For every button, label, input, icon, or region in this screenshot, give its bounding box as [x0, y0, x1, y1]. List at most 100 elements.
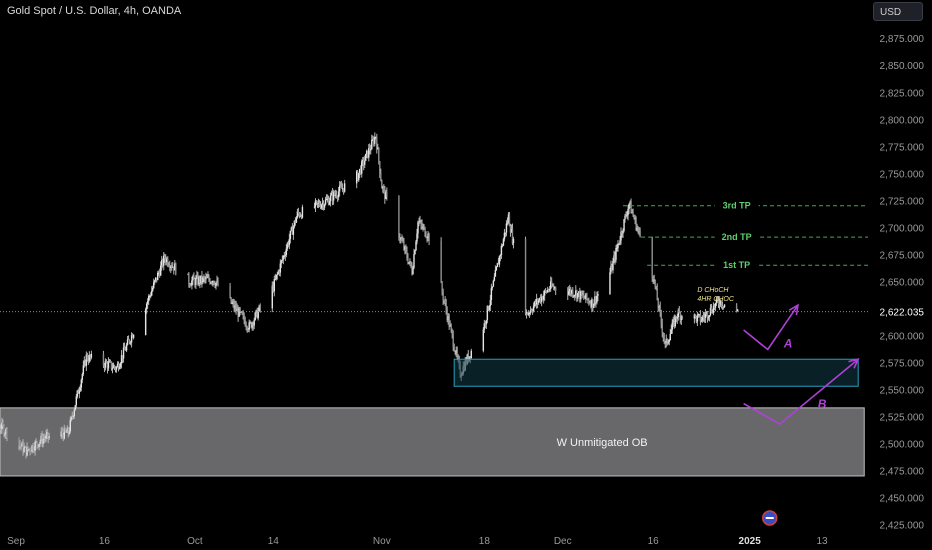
x-tick-label: Nov [373, 536, 391, 547]
candle-body [509, 226, 512, 233]
candle-body [206, 277, 208, 279]
candle-body [240, 311, 242, 313]
candle-body [378, 148, 380, 162]
projection-path [743, 358, 859, 426]
candle-body [66, 427, 68, 433]
candle-body [457, 357, 459, 360]
candle-body [618, 243, 620, 245]
candle-body [123, 347, 126, 350]
candle-body [65, 431, 67, 433]
candle-body [286, 243, 289, 249]
candle-body [33, 450, 35, 452]
tp-label-bg [714, 198, 759, 211]
candle-body [501, 245, 504, 247]
candle-body [291, 227, 294, 235]
candle-body [507, 214, 510, 223]
candle-body [132, 334, 135, 338]
candle-body [193, 276, 195, 280]
candle-body [69, 419, 71, 432]
candle-body [719, 300, 722, 306]
candle-body [626, 215, 628, 217]
candle-body [301, 207, 304, 218]
candle-body [440, 240, 442, 284]
currency-button[interactable]: USD [873, 2, 923, 21]
candle-body [274, 278, 276, 280]
candle-body [320, 204, 323, 208]
candle-body [152, 282, 155, 288]
candle-body [233, 302, 235, 309]
candle-body [293, 220, 296, 227]
candle-body [343, 183, 346, 192]
candle-body [116, 363, 119, 368]
candle-body [48, 436, 50, 438]
candle-body [570, 288, 572, 294]
candle-body [596, 296, 598, 303]
candle-body [504, 232, 507, 234]
candle-body [88, 355, 91, 362]
tp-label: 3rd TP [723, 201, 751, 211]
candle-body [424, 227, 426, 236]
candle-body [283, 255, 286, 257]
candle-body [278, 270, 281, 273]
candle-body [280, 260, 283, 264]
candle-body [252, 322, 254, 326]
candle-body [385, 192, 387, 199]
candle-body [713, 305, 716, 308]
candle-body [670, 329, 672, 334]
candle-body [113, 365, 116, 368]
candle-body [334, 194, 337, 196]
candle-body [441, 283, 443, 293]
candle-body [451, 329, 453, 335]
candle-body [720, 300, 723, 307]
candle-body [103, 364, 106, 368]
candle-body [426, 237, 428, 239]
candle-body [419, 221, 421, 223]
candle-body [535, 299, 538, 305]
candle-body [542, 295, 545, 300]
candle-body [108, 361, 111, 363]
x-tick-label: Sep [7, 536, 25, 547]
candle-body [326, 198, 329, 200]
candle-body [580, 291, 582, 300]
candle-body [628, 203, 630, 210]
candle-body [130, 335, 133, 343]
candle-body [368, 148, 370, 158]
candle-body [410, 261, 412, 267]
y-tick-label: 2,775.000 [880, 142, 925, 153]
candle-body [376, 136, 378, 150]
candle-body [412, 267, 414, 275]
candle-body [591, 299, 593, 308]
candle-body [663, 336, 665, 342]
candle-body [664, 341, 666, 344]
candle-body [105, 361, 108, 364]
candle-body [706, 311, 709, 319]
candle-body [87, 359, 90, 362]
candle-body [127, 339, 130, 341]
candle-body [512, 238, 515, 244]
candle-body [298, 213, 301, 217]
candle-body [338, 185, 341, 192]
candle-body [539, 297, 542, 302]
candle-body [273, 279, 275, 292]
candle-body [250, 322, 252, 328]
candle-body [502, 239, 505, 246]
candle-body [485, 320, 488, 325]
candle-body [403, 242, 405, 250]
candle-body [21, 442, 23, 447]
annotation-label: 4HR CHOC [697, 296, 735, 303]
candle-body [46, 432, 48, 435]
candle-body [405, 246, 407, 251]
candle-body [572, 290, 574, 297]
candle-body [32, 445, 34, 451]
candle-body [693, 314, 696, 319]
candle-body [594, 296, 596, 304]
candle-body [253, 320, 255, 326]
candle-body [538, 297, 541, 301]
tp-label: 2nd TP [722, 232, 752, 242]
candle-body [448, 315, 450, 327]
candle-body [1, 422, 3, 430]
axis-layer: 2,425.000 2,450.000 2,475.000 2,500.000 2,52… [7, 34, 930, 547]
candle-body [417, 221, 419, 234]
candle-body [235, 305, 237, 311]
